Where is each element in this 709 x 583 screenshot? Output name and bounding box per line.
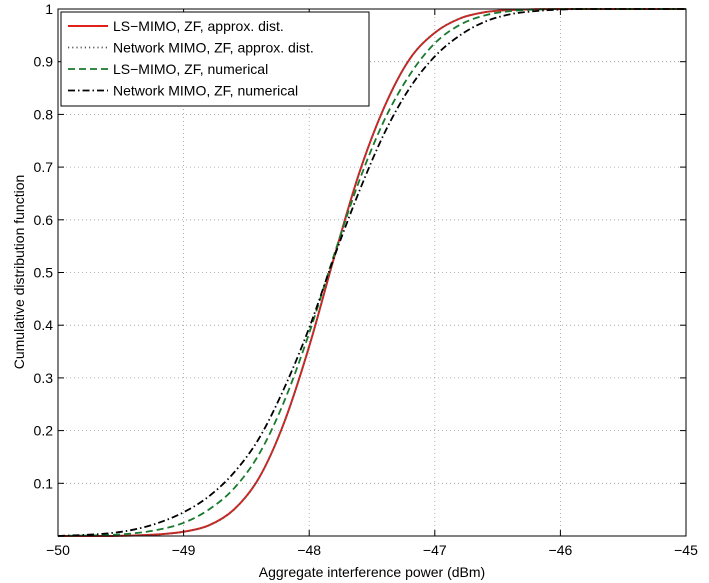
legend-label: Network MIMO, ZF, approx. dist. bbox=[113, 40, 314, 56]
x-tick-label: −48 bbox=[297, 542, 321, 558]
legend-entry-network-mimo-numerical: Network MIMO, ZF, numerical bbox=[68, 83, 298, 99]
series-network-mimo-numerical-line bbox=[57, 8, 686, 537]
x-tick-label: −45 bbox=[674, 542, 698, 558]
legend-label: Network MIMO, ZF, numerical bbox=[113, 83, 298, 99]
y-tick-label: 0.5 bbox=[34, 265, 54, 281]
axis-ticks bbox=[57, 8, 687, 536]
y-tick-label: 0.8 bbox=[34, 106, 54, 122]
y-tick-label: 0.6 bbox=[34, 212, 54, 228]
y-tick-label: 0.4 bbox=[34, 317, 54, 333]
x-tick-label: −46 bbox=[549, 542, 573, 558]
legend-entry-ls-mimo-numerical: LS−MIMO, ZF, numerical bbox=[68, 61, 268, 77]
legend-label: LS−MIMO, ZF, numerical bbox=[113, 61, 268, 77]
y-axis-label: Cumulative distribution function bbox=[11, 175, 27, 370]
y-tick-label: 0.1 bbox=[34, 475, 54, 491]
x-tick-label: −49 bbox=[172, 542, 196, 558]
tick-labels: −50 −49 −48 −47 −46 −45 0.1 0.2 0.3 0.4 0.5 0.6 0.7 0… bbox=[34, 1, 699, 558]
x-tick-label: −47 bbox=[423, 542, 447, 558]
legend-label: LS−MIMO, ZF, approx. dist. bbox=[113, 18, 284, 34]
y-tick-label: 0.7 bbox=[34, 159, 54, 175]
y-tick-label: 0.9 bbox=[34, 54, 54, 70]
y-tick-label: 0.3 bbox=[34, 370, 54, 386]
x-axis-label: Aggregate interference power (dBm) bbox=[259, 564, 485, 580]
x-tick-label: −50 bbox=[46, 542, 70, 558]
legend-entry-network-mimo-approx: Network MIMO, ZF, approx. dist. bbox=[68, 40, 314, 56]
legend-entry-ls-mimo-approx: LS−MIMO, ZF, approx. dist. bbox=[68, 18, 284, 34]
y-tick-label: 1 bbox=[45, 1, 53, 17]
legend-box bbox=[60, 11, 370, 107]
y-tick-label: 0.2 bbox=[34, 423, 54, 439]
legend: LS−MIMO, ZF, approx. dist. Network MIMO, … bbox=[60, 11, 370, 107]
